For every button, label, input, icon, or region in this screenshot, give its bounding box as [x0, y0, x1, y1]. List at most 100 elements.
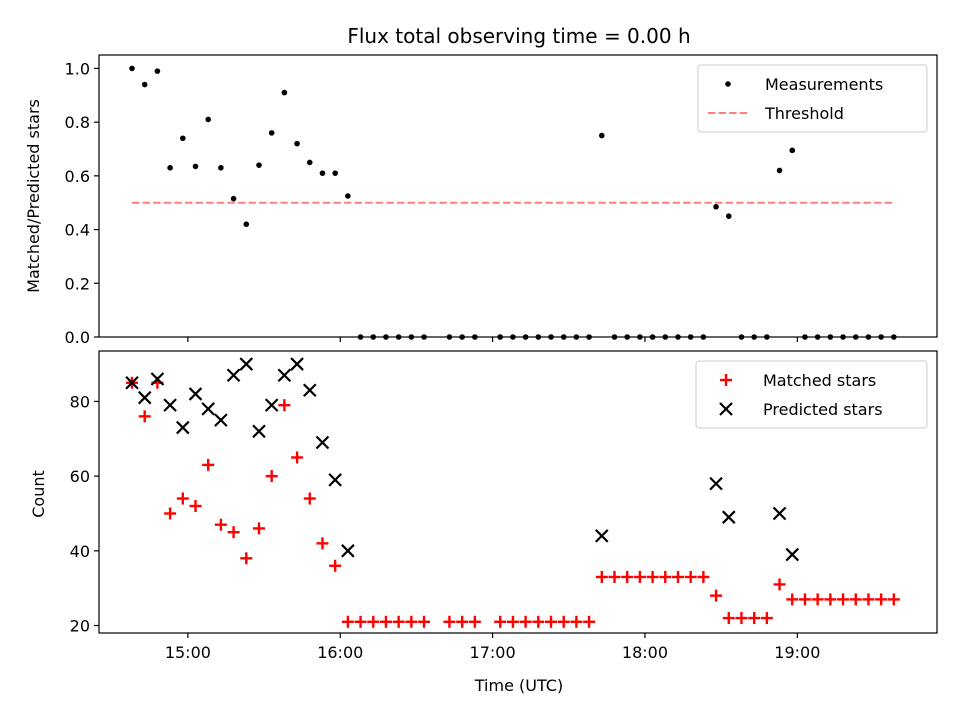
matched-star-point: [722, 612, 735, 625]
top-y-axis-label: Matched/Predicted stars: [24, 99, 43, 293]
predicted-star-point: [772, 506, 787, 521]
bottom-y-tick-label: 40: [70, 542, 90, 561]
matched-star-point: [671, 570, 684, 583]
bottom-y-axis: 20 40 60 80: [70, 392, 99, 636]
predicted-star-point: [341, 544, 355, 558]
matched-star-point: [710, 589, 723, 602]
matched-star-point: [735, 612, 748, 625]
matched-star-point: [329, 559, 342, 572]
predicted-star-point: [328, 473, 342, 487]
measurement-point: [776, 167, 783, 174]
bottom-x-tick-label: 18:00: [622, 643, 668, 662]
top-y-tick-label: 0.0: [65, 328, 90, 347]
top-measurement-points: [129, 65, 897, 340]
top-y-tick-label: 0.8: [65, 113, 90, 132]
top-panel: 0.0 0.2 0.4 0.6 0.8 1.0 Matched/Predicted sta…: [24, 54, 938, 347]
top-legend: Measurements Threshold: [697, 64, 928, 133]
matched-star-point: [824, 593, 837, 606]
matched-star-point: [443, 615, 456, 628]
measurement-point: [167, 165, 173, 171]
matched-star-point: [646, 570, 659, 583]
bottom-matched-points: [126, 376, 900, 628]
matched-star-point: [189, 500, 202, 513]
bottom-x-tick-label: 15:00: [165, 643, 211, 662]
predicted-star-point: [214, 413, 228, 427]
predicted-star-point: [163, 398, 177, 412]
matched-star-point: [506, 615, 519, 628]
matched-star-point: [316, 537, 329, 550]
measurement-point: [345, 193, 351, 199]
matched-star-point: [532, 615, 545, 628]
measurement-point: [230, 195, 237, 202]
matched-star-point: [887, 593, 900, 606]
matched-star-point: [138, 410, 151, 423]
legend-matched-marker: [720, 374, 732, 386]
top-x-ticks: [187, 337, 798, 342]
bottom-x-tick-label: 17:00: [470, 643, 516, 662]
matched-star-point: [176, 492, 189, 505]
matched-star-point: [392, 615, 405, 628]
predicted-star-point: [176, 420, 190, 435]
predicted-star-point: [721, 510, 736, 524]
matched-star-point: [773, 578, 786, 591]
matched-star-point: [557, 615, 570, 628]
matched-star-point: [240, 552, 253, 565]
measurement-point: [180, 135, 186, 142]
matched-star-point: [278, 399, 291, 412]
predicted-star-point: [290, 357, 304, 371]
measurement-point: [294, 140, 300, 147]
matched-star-point: [202, 458, 215, 471]
top-y-axis: 0.0 0.2 0.4 0.6 0.8 1.0: [65, 59, 99, 347]
predicted-star-point: [150, 372, 165, 386]
matched-star-point: [621, 570, 634, 583]
measurement-point: [129, 65, 135, 72]
legend-matched-label: Matched stars: [763, 371, 876, 390]
matched-star-point: [265, 470, 278, 483]
bottom-y-tick-label: 80: [70, 392, 90, 411]
measurement-point: [218, 165, 224, 171]
matched-star-point: [748, 612, 761, 625]
matched-star-point: [837, 593, 850, 606]
predicted-star-point: [595, 529, 609, 543]
legend-predicted-marker: [719, 402, 733, 416]
bottom-x-tick-label: 16:00: [317, 643, 363, 662]
matched-star-point: [252, 522, 265, 535]
legend-threshold-label: Threshold: [764, 104, 844, 123]
bottom-y-tick-label: 60: [70, 467, 90, 486]
measurement-point: [141, 81, 148, 88]
matched-star-point: [164, 507, 177, 520]
measurement-point: [243, 221, 250, 227]
measurement-point: [192, 163, 199, 170]
top-axes-frame: [98, 54, 938, 338]
matched-star-point: [291, 451, 304, 464]
matched-star-point: [659, 570, 672, 583]
matched-star-point: [786, 593, 799, 606]
matched-star-point: [697, 570, 710, 583]
matched-star-point: [354, 615, 367, 628]
matched-star-point: [760, 612, 773, 625]
matched-star-point: [405, 615, 418, 628]
bottom-x-axis-label: Time (UTC): [474, 676, 563, 695]
matched-star-point: [379, 615, 392, 628]
matched-star-point: [849, 593, 862, 606]
matched-star-point: [545, 615, 558, 628]
chart-title: Flux total observing time = 0.00 h: [347, 24, 690, 48]
legend-predicted-label: Predicted stars: [763, 400, 883, 419]
measurement-point: [713, 203, 719, 210]
legend-measurements-marker: [725, 81, 731, 87]
predicted-star-point: [239, 357, 254, 371]
matched-star-point: [875, 593, 888, 606]
measurement-point: [154, 68, 161, 74]
predicted-star-point: [125, 375, 139, 390]
top-legend-box: [697, 64, 928, 133]
matched-star-point: [595, 570, 608, 583]
matched-star-point: [862, 593, 875, 606]
top-y-tick-label: 0.4: [65, 221, 90, 240]
matched-star-point: [494, 615, 507, 628]
matched-star-point: [684, 570, 697, 583]
matched-star-point: [227, 526, 240, 539]
matched-star-point: [418, 615, 431, 628]
top-y-tick-label: 0.2: [65, 274, 90, 293]
measurement-point: [205, 116, 211, 123]
